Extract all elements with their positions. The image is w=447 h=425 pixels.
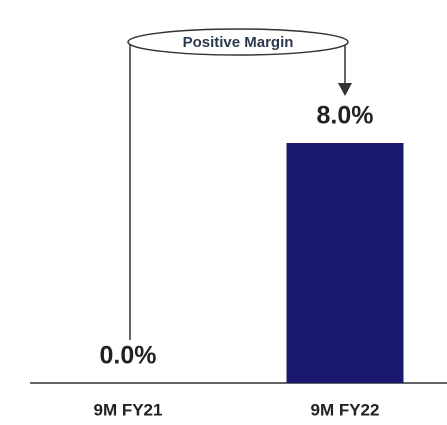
- annotation-arrowhead: [338, 83, 352, 96]
- bar: [286, 143, 404, 383]
- annotation-text: Positive Margin: [183, 34, 294, 51]
- x-tick-label: 9M FY22: [311, 400, 380, 419]
- annotation-ellipse: [127, 28, 349, 56]
- x-tick-label: 9M FY21: [94, 400, 163, 419]
- value-label: 8.0%: [317, 102, 374, 130]
- value-label: 0.0%: [100, 342, 157, 370]
